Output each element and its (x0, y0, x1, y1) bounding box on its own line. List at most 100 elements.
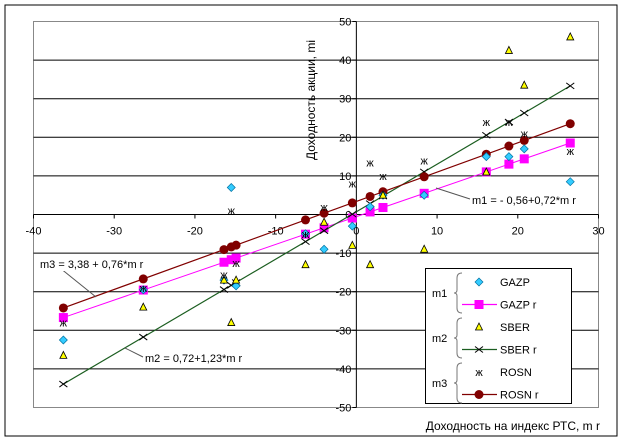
fitted-point (59, 380, 68, 388)
legend-group-label: m2 (432, 333, 447, 345)
data-point: ж (379, 171, 387, 183)
fitted-point (319, 208, 329, 218)
legend-marker (474, 390, 484, 399)
data-point: ж (505, 117, 513, 129)
fitted-point (58, 313, 68, 323)
legend-group-label: m3 (432, 378, 447, 390)
data-point (59, 350, 68, 359)
y-tick-label: 10 (339, 171, 351, 183)
fitted-point (58, 303, 68, 313)
legend-marker (474, 277, 484, 287)
eq3-leader (59, 267, 97, 298)
data-point: ж (228, 206, 236, 218)
data-point (365, 259, 375, 269)
data-point: ж (483, 117, 491, 129)
fitted-point (519, 109, 529, 117)
data-point: ж (302, 229, 310, 241)
data-point: ж (320, 202, 328, 214)
fitted-point (565, 119, 575, 129)
y-tick-label: -50 (335, 403, 351, 415)
data-point (139, 302, 148, 311)
fitted-point (504, 141, 514, 151)
fitted-point (219, 257, 229, 267)
data-point (519, 144, 529, 154)
y-tick-label: 40 (339, 55, 351, 67)
fitted-point (138, 333, 148, 341)
brace-icon (453, 362, 463, 404)
data-point (348, 240, 357, 249)
data-point (378, 190, 388, 199)
data-point: ж (420, 155, 428, 167)
eq3-label: m3 = 3,38 + 0,76*m r (40, 259, 144, 271)
data-point: ж (232, 258, 240, 270)
data-point (419, 190, 429, 200)
data-point (420, 244, 429, 253)
data-point (231, 281, 241, 291)
data-point (504, 152, 514, 162)
legend-marker: ж (475, 367, 483, 379)
series-sber (59, 32, 575, 359)
data-point: ж (220, 269, 228, 281)
y-axis-title: Доходность акции, mi (304, 40, 318, 160)
fitted-point (504, 118, 514, 126)
fitted-point (347, 198, 357, 208)
y-tick-label: -20 (335, 287, 351, 299)
fitted-point (519, 154, 529, 164)
x-axis-title: Доходность на индекс РТС, m r (426, 419, 600, 433)
fitted-point (419, 172, 429, 182)
legend-box (425, 268, 572, 404)
data-point (365, 202, 375, 212)
data-point: ж (140, 283, 148, 295)
fitted-point (519, 135, 529, 145)
data-point (347, 221, 357, 231)
data-point (231, 275, 241, 284)
data-point (504, 45, 514, 54)
fitted-point (319, 227, 329, 235)
fitted-point (378, 202, 388, 212)
data-point: ж (567, 146, 575, 158)
data-point (565, 177, 575, 187)
y-tick-label: 20 (339, 132, 351, 144)
legend-label: GAZP r (500, 300, 537, 312)
data-point (138, 285, 148, 295)
data-point: ж (521, 128, 529, 140)
eq3-bg (38, 255, 163, 271)
fitted-point (365, 191, 375, 201)
data-point (520, 80, 529, 89)
legend-label: ROSN r (500, 390, 539, 402)
data-point (226, 182, 236, 192)
brace-icon (453, 272, 463, 314)
fitted-point (226, 255, 236, 265)
data-point (227, 317, 236, 326)
y-tick-label: -10 (335, 248, 351, 260)
x-tick-label: 20 (512, 226, 524, 238)
x-tick-label: -30 (106, 226, 122, 238)
data-point (301, 259, 310, 269)
legend-marker (474, 322, 484, 331)
legend-marker (474, 300, 484, 309)
fitted-point (231, 240, 241, 250)
legend-label: SBER (500, 322, 530, 334)
x-tick-label: 30 (592, 226, 604, 238)
fitted-point (219, 286, 229, 293)
fitted-point (219, 245, 229, 255)
x-tick-label: -10 (268, 226, 284, 238)
fitted-point (348, 210, 357, 218)
data-point: ж (60, 318, 68, 330)
legend-group-label: m1 (432, 288, 447, 300)
fitted-point (565, 138, 575, 148)
x-tick-label: -20 (187, 226, 203, 238)
eq1-label: m1 = - 0,56+0,72*m r (472, 195, 576, 207)
data-point (319, 244, 329, 254)
y-tick-label: 50 (339, 17, 351, 29)
legend-label: GAZP (500, 277, 530, 289)
data-point: ж (366, 157, 374, 169)
x-tick-label: 10 (431, 226, 443, 238)
fitted-point (301, 238, 310, 246)
data-point (319, 217, 329, 226)
fitted-point (138, 274, 148, 284)
fitted-point (365, 207, 375, 217)
data-point: ж (349, 179, 357, 191)
data-point (482, 167, 491, 176)
